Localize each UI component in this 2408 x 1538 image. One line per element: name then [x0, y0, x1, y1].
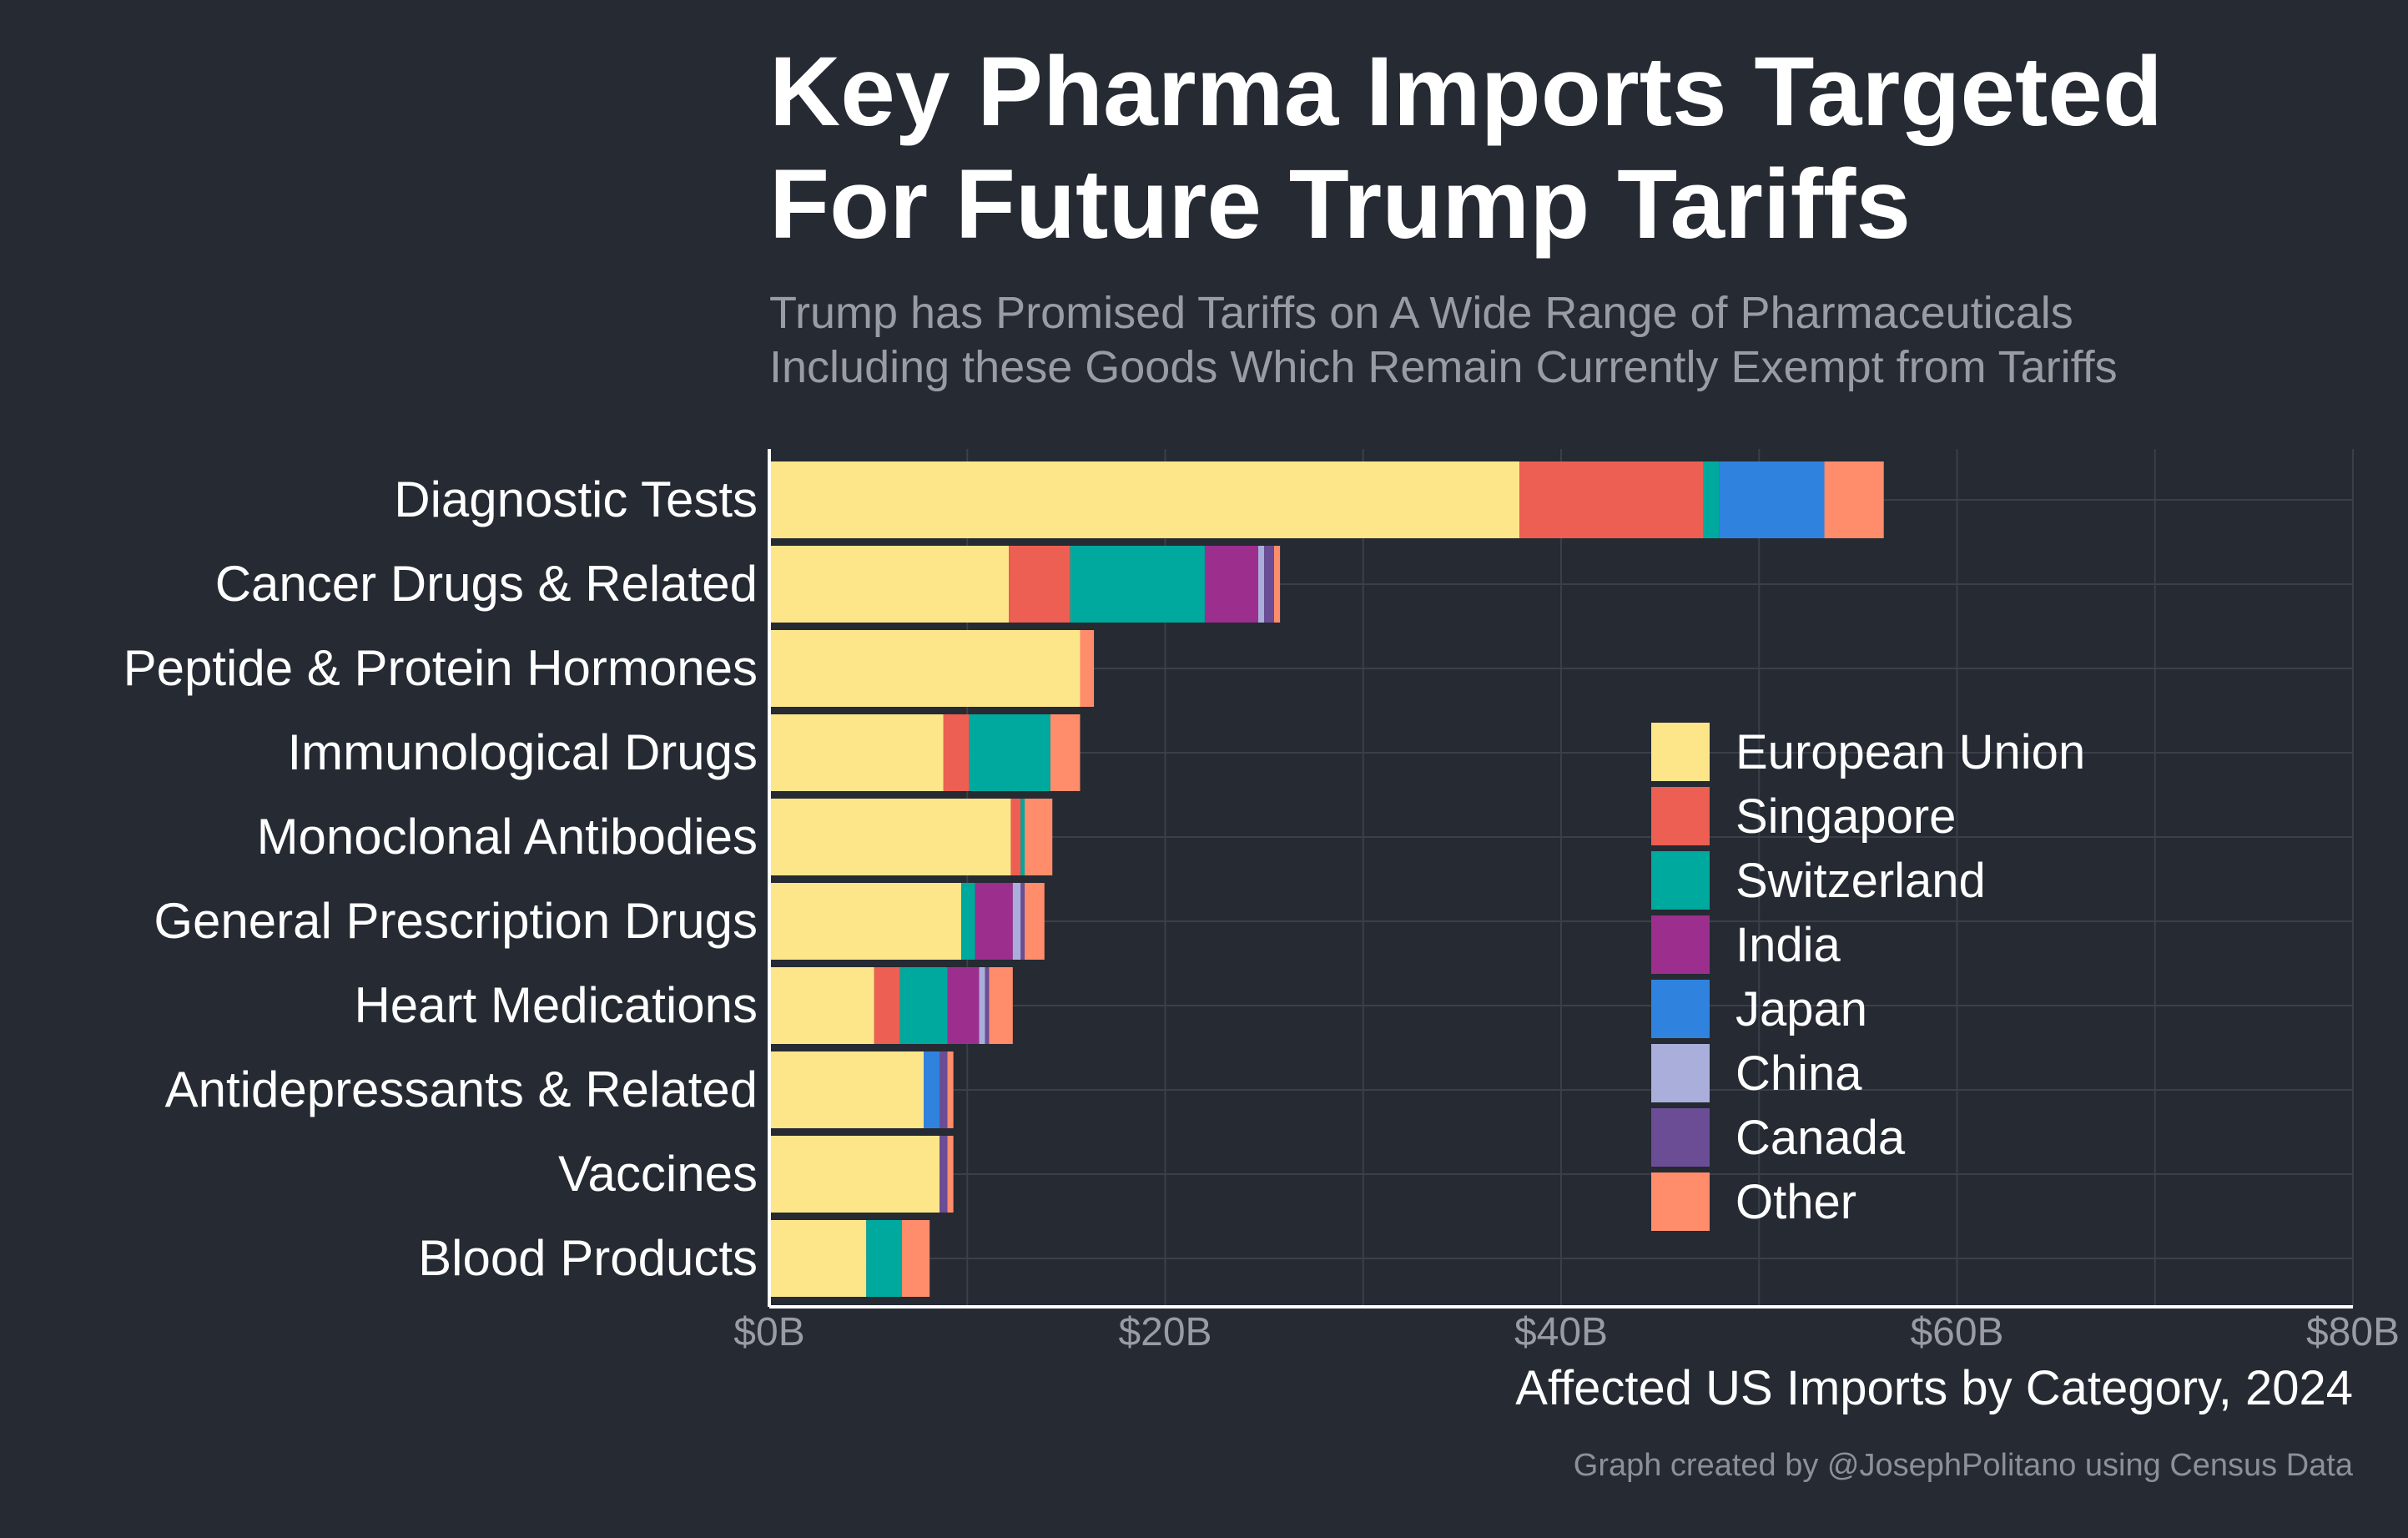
bar-segment-other — [1050, 714, 1081, 791]
legend-label-canada: Canada — [1735, 1111, 1906, 1165]
bar-segment-singapore — [943, 714, 970, 791]
legend-label-singapore: Singapore — [1735, 789, 1956, 844]
category-label: Antidepressants & Related — [165, 1061, 758, 1117]
bar-segment-india — [1204, 546, 1259, 623]
bar-segment-canada — [1264, 546, 1274, 623]
legend-label-india: India — [1735, 918, 1841, 972]
chart-title-line-1: Key Pharma Imports Targeted — [769, 37, 2163, 147]
bar-segment-singapore — [874, 967, 900, 1044]
bar-segment-china — [1012, 883, 1021, 960]
bar-segment-canada — [940, 1051, 948, 1128]
legend-swatch-china — [1651, 1044, 1710, 1102]
bar-segment-switzerland — [1703, 461, 1720, 538]
bar-segment-other — [1025, 799, 1053, 875]
bar-segment-singapore — [1010, 799, 1021, 875]
bar-segment-other — [1080, 630, 1095, 707]
bar-segment-european-union — [769, 1136, 940, 1213]
bar-segment-european-union — [769, 630, 1081, 707]
bar-segment-singapore — [1009, 546, 1071, 623]
bar-segment-other — [989, 967, 1013, 1044]
bar-segment-other — [1824, 461, 1884, 538]
bar-segment-switzerland — [899, 967, 948, 1044]
bar-segment-switzerland — [1020, 799, 1025, 875]
x-tick-label: $60B — [1910, 1310, 2003, 1354]
x-tick-label: $0B — [733, 1310, 804, 1354]
bar-segment-other — [1025, 883, 1045, 960]
bar-segment-singapore — [1519, 461, 1704, 538]
bar-segment-switzerland — [969, 714, 1050, 791]
legend-swatch-other — [1651, 1172, 1710, 1231]
bar-segment-india — [947, 967, 980, 1044]
bar-segment-other — [901, 1220, 930, 1297]
x-tick-labels: $0B $20B $40B $60B $80B — [733, 1310, 2400, 1354]
legend-label-european-union: European Union — [1735, 725, 2085, 779]
legend-label-japan: Japan — [1735, 982, 1867, 1036]
legend-swatch-india — [1651, 915, 1710, 974]
bar-segment-china — [1258, 546, 1265, 623]
bar-segment-switzerland — [961, 883, 975, 960]
category-label: Immunological Drugs — [287, 724, 758, 780]
category-label: Blood Products — [418, 1230, 758, 1286]
category-label: Heart Medications — [354, 977, 758, 1033]
bar-segment-switzerland — [1070, 546, 1205, 623]
bar-segment-european-union — [769, 461, 1520, 538]
bar-segment-european-union — [769, 799, 1011, 875]
axes — [768, 449, 2353, 1309]
chart-subtitle-line-2: Including these Goods Which Remain Curre… — [769, 342, 2118, 392]
bar-segment-european-union — [769, 714, 944, 791]
bar-segment-european-union — [769, 883, 962, 960]
category-labels: Diagnostic Tests Cancer Drugs & Related Pe… — [123, 471, 758, 1286]
bar-segment-european-union — [769, 1220, 867, 1297]
x-tick-label: $20B — [1118, 1310, 1212, 1354]
legend-swatch-european-union — [1651, 723, 1710, 781]
category-label: Cancer Drugs & Related — [215, 556, 758, 612]
legend-swatch-switzerland — [1651, 851, 1710, 910]
chart-subtitle-line-1: Trump has Promised Tariffs on A Wide Ran… — [769, 288, 2073, 338]
x-axis-label: Affected US Imports by Category, 2024 — [1515, 1361, 2353, 1415]
legend-label-switzerland: Switzerland — [1735, 854, 1986, 908]
bars — [769, 461, 1884, 1297]
bar-segment-japan — [924, 1051, 940, 1128]
legend: European Union Singapore Switzerland India J… — [1651, 723, 2085, 1231]
chart-title-line-2: For Future Trump Tariffs — [769, 149, 1911, 260]
chart-caption: Graph created by @JosephPolitano using C… — [1574, 1448, 2354, 1483]
bar-segment-european-union — [769, 967, 874, 1044]
category-label: Vaccines — [558, 1146, 758, 1202]
bar-segment-japan — [1719, 461, 1825, 538]
legend-swatch-singapore — [1651, 787, 1710, 845]
legend-label-other: Other — [1735, 1175, 1856, 1229]
bar-segment-european-union — [769, 546, 1010, 623]
category-label: Diagnostic Tests — [394, 471, 758, 527]
bar-segment-canada — [1020, 883, 1025, 960]
x-tick-label: $80B — [2306, 1310, 2400, 1354]
bar-segment-european-union — [769, 1051, 924, 1128]
bar-segment-india — [975, 883, 1013, 960]
bar-segment-switzerland — [866, 1220, 902, 1297]
category-label: General Prescription Drugs — [154, 893, 758, 949]
bar-segment-other — [1273, 546, 1281, 623]
legend-swatch-canada — [1651, 1108, 1710, 1167]
bar-segment-canada — [985, 967, 990, 1044]
bar-segment-other — [947, 1051, 954, 1128]
category-label: Peptide & Protein Hormones — [123, 640, 758, 696]
x-tick-label: $40B — [1514, 1310, 1608, 1354]
legend-label-china: China — [1735, 1046, 1862, 1101]
legend-swatch-japan — [1651, 980, 1710, 1038]
category-label: Monoclonal Antibodies — [257, 809, 758, 865]
bar-segment-canada — [940, 1136, 948, 1213]
bar-segment-china — [979, 967, 985, 1044]
bar-segment-other — [947, 1136, 954, 1213]
